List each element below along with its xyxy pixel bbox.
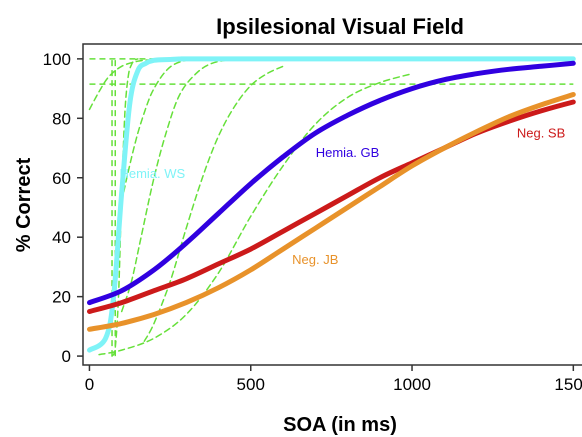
- x-axis-title: SOA (in ms): [283, 414, 397, 436]
- y-axis: 0 20 40 60 80 100: [43, 50, 83, 366]
- series-line-fit-8: [143, 65, 284, 342]
- x-tick-label-2: 1000: [393, 375, 431, 394]
- y-tick-label-0: 0: [62, 347, 71, 366]
- series-label-hemia-gb: Hemia. GB: [316, 145, 380, 160]
- series-label-neg-jb: Neg. JB: [292, 252, 338, 267]
- series-labels: Hemia. WS Hemia. GB Neg. SB Neg. JB: [119, 126, 565, 267]
- y-axis-title: % Correct: [13, 157, 35, 252]
- series-line-neg-sb: [87, 99, 576, 314]
- y-tick-label-1: 20: [52, 288, 71, 307]
- series-label-neg-sb: Neg. SB: [517, 126, 565, 141]
- series-line-neg-jb: [87, 92, 576, 332]
- series-line-fit-4: [88, 58, 204, 111]
- x-tick-label-1: 500: [237, 375, 265, 394]
- y-tick-label-3: 60: [52, 169, 71, 188]
- series-line-fit-9: [98, 72, 413, 356]
- plot-area-frame: [82, 43, 582, 366]
- series-layer: [87, 56, 576, 357]
- x-tick-label-0: 0: [85, 375, 94, 394]
- y-tick-label-4: 80: [52, 109, 71, 128]
- y-tick-label-2: 40: [52, 228, 71, 247]
- x-tick-label-3: 1500: [554, 375, 582, 394]
- x-axis: 0 500 1000 1500: [85, 365, 582, 394]
- series-line-fit-5: [111, 58, 139, 357]
- chart-title: Ipsilesional Visual Field: [216, 14, 464, 39]
- series-label-hemia-ws: Hemia. WS: [119, 166, 185, 181]
- series-line-fit-7: [120, 58, 236, 313]
- series-line-hemia-gb: [87, 60, 576, 306]
- y-tick-label-5: 100: [43, 50, 71, 69]
